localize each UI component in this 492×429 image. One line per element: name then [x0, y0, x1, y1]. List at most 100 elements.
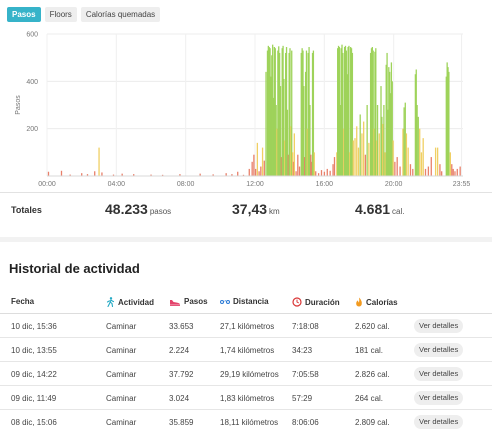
bar	[269, 48, 271, 177]
bar	[389, 93, 392, 176]
row-date: 10 dic, 15:36	[11, 322, 57, 331]
bar	[396, 157, 398, 176]
bar	[266, 50, 269, 176]
bar	[452, 168, 454, 176]
bar	[261, 147, 264, 176]
bar	[280, 157, 282, 176]
bar	[254, 168, 257, 176]
row-activity: Caminar	[106, 370, 137, 379]
tab-steps[interactable]: Pasos	[7, 7, 41, 22]
bar	[272, 97, 275, 176]
view-details-button[interactable]: Ver detalles	[414, 415, 464, 429]
bar	[337, 48, 339, 177]
view-details-button[interactable]: Ver detalles	[414, 319, 464, 333]
bar	[446, 62, 448, 176]
y-axis-title: Pasos	[15, 95, 22, 115]
bar	[403, 107, 405, 176]
bar	[86, 174, 89, 176]
bar	[383, 105, 385, 176]
row-calories: 181 cal.	[355, 346, 384, 355]
walking-icon	[106, 297, 115, 307]
bar	[339, 105, 341, 176]
bar	[150, 174, 152, 176]
bar	[326, 168, 328, 176]
bar	[231, 174, 233, 176]
row-duration: 34:23	[292, 346, 313, 355]
tab-floors[interactable]: Floors	[44, 7, 77, 22]
bar	[304, 71, 307, 176]
tab-calories[interactable]: Calorías quemadas	[80, 7, 161, 22]
view-details-button[interactable]: Ver detalles	[414, 367, 464, 381]
bar	[342, 52, 344, 176]
bar	[451, 164, 453, 176]
bar	[329, 170, 331, 176]
bar	[405, 133, 408, 176]
bar	[419, 128, 421, 176]
bar	[357, 147, 360, 176]
bar	[340, 48, 342, 177]
bar	[369, 52, 372, 176]
header-activity[interactable]: Actividad	[106, 297, 154, 307]
table-row: 09 dic, 11:49 Caminar 3.024 1,83 kilómet…	[0, 386, 492, 410]
bar	[279, 86, 282, 176]
bar	[348, 45, 350, 176]
bar	[283, 78, 285, 176]
bar	[315, 171, 317, 176]
header-steps[interactable]: Pasos	[169, 297, 208, 306]
bar	[282, 45, 284, 176]
bar	[323, 171, 326, 176]
row-distance: 27,1 kilómetros	[220, 322, 275, 331]
view-details-button[interactable]: Ver detalles	[414, 391, 464, 405]
header-date-label: Fecha	[11, 297, 35, 306]
header-steps-label: Pasos	[184, 297, 208, 306]
header-duration[interactable]: Duración	[292, 297, 340, 307]
bar	[297, 154, 299, 176]
bar	[306, 128, 308, 176]
bar	[381, 116, 383, 176]
row-steps: 2.224	[169, 346, 190, 355]
bar	[292, 161, 295, 176]
row-activity: Caminar	[106, 418, 137, 427]
bar	[448, 71, 450, 176]
y-tick-label: 200	[26, 126, 38, 133]
header-date[interactable]: Fecha	[11, 297, 34, 306]
bar	[351, 52, 354, 176]
bar	[237, 171, 239, 176]
header-distance[interactable]: Distancia	[220, 297, 269, 306]
steps-chart: 200 400 600 Pasos 00:00 04:00 08:00 12:00 16:00 2…	[15, 32, 470, 189]
row-duration: 7:05:58	[292, 370, 319, 379]
bar	[390, 62, 393, 176]
bar	[436, 147, 439, 176]
bar	[391, 81, 393, 176]
x-tick-label: 08:00	[177, 181, 195, 188]
bar	[281, 48, 283, 177]
bar	[311, 161, 313, 176]
row-steps: 35.859	[169, 418, 194, 427]
table-row: 10 dic, 15:36 Caminar 33.653 27,1 kilóme…	[0, 314, 492, 338]
bar	[161, 174, 164, 176]
bar	[270, 76, 272, 176]
bar	[47, 171, 50, 176]
row-date: 10 dic, 13:55	[11, 346, 57, 355]
bar	[291, 152, 294, 176]
header-calories[interactable]: Calorías	[355, 297, 398, 307]
bar	[387, 109, 389, 176]
bar	[371, 47, 373, 177]
row-steps: 37.792	[169, 370, 194, 379]
bar	[69, 174, 71, 176]
row-activity: Caminar	[106, 346, 137, 355]
bar	[441, 171, 443, 176]
row-date: 09 dic, 14:22	[11, 370, 57, 379]
table-row: 10 dic, 13:55 Caminar 2.224 1,74 kilómet…	[0, 338, 492, 362]
bar	[388, 67, 390, 176]
bar	[112, 174, 115, 176]
bar	[350, 48, 353, 177]
view-details-button[interactable]: Ver detalles	[414, 343, 464, 357]
bar	[290, 126, 292, 176]
bar	[265, 71, 267, 176]
bar	[304, 157, 306, 176]
chart-tabs: Pasos Floors Calorías quemadas	[7, 7, 161, 22]
row-date: 09 dic, 11:49	[11, 394, 57, 403]
bar	[336, 152, 338, 176]
total-distance: 37,43 km	[232, 201, 280, 219]
